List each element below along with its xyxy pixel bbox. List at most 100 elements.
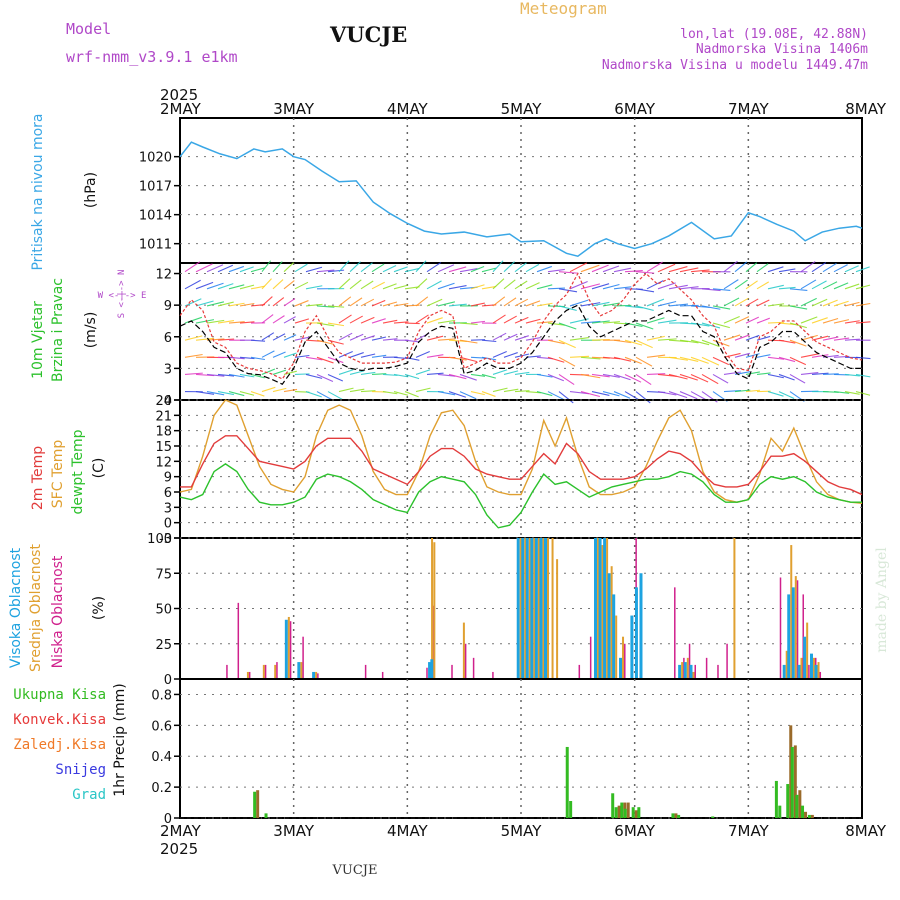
- wind-barb: [811, 317, 828, 324]
- wind-barb: [481, 285, 497, 290]
- legend-snow: Snijeg: [55, 762, 106, 778]
- total-precip-bar: [631, 807, 635, 818]
- wind-barb: [723, 334, 741, 341]
- temp-ytick-label: 6: [164, 486, 172, 501]
- wind-barb: [657, 282, 676, 290]
- total-precip-bar: [795, 794, 799, 818]
- mid-cloud-bar: [262, 664, 265, 679]
- wind-barb: [525, 337, 541, 341]
- wind-barb: [261, 260, 272, 273]
- wind-barb: [349, 297, 363, 307]
- cloud-ylabel-1: Visoka Oblacnost: [8, 547, 24, 668]
- wind-barb: [184, 353, 203, 358]
- total-precip-bar: [637, 807, 641, 818]
- wind-barb: [448, 303, 467, 307]
- wind-barb: [382, 283, 397, 290]
- mid-cloud-bar: [601, 545, 604, 679]
- wind-barb: [404, 267, 420, 273]
- wind-barb: [591, 391, 610, 396]
- wind-barb: [701, 322, 721, 329]
- temp-ytick-label: -3: [159, 532, 172, 547]
- wind-barb: [734, 316, 750, 324]
- mid-cloud-bar: [556, 559, 559, 679]
- wind-barb: [855, 302, 871, 307]
- low-cloud-bar: [248, 671, 251, 679]
- wind-barb: [272, 369, 287, 375]
- wind-barb: [239, 321, 255, 324]
- wind-barb: [701, 356, 720, 366]
- mid-cloud-bar: [462, 622, 465, 679]
- model-elevation-text: Nadmorska Visina u modelu 1449.47m: [602, 58, 868, 73]
- wind-barb: [690, 356, 709, 364]
- wind-barb: [811, 372, 829, 375]
- cloud-unit: (%): [91, 596, 107, 620]
- wind-barb: [525, 355, 541, 358]
- wind-barb: [250, 339, 266, 342]
- wind-barb: [349, 261, 361, 273]
- wind-barb: [239, 266, 254, 273]
- mid-cloud-bar: [597, 538, 600, 679]
- wind-barb: [591, 320, 610, 324]
- wind-barb: [349, 279, 362, 290]
- high-cloud-bar: [803, 636, 807, 679]
- cloud-ytick-label: 0: [164, 673, 172, 688]
- wind-barb: [426, 280, 442, 290]
- high-cloud-bar: [544, 538, 548, 679]
- wind-barb: [833, 391, 850, 394]
- total-precip-bar: [253, 791, 257, 818]
- wind-barb: [382, 301, 398, 307]
- wind-barb: [228, 302, 245, 307]
- wind-barb: [646, 298, 665, 307]
- wind-barb: [756, 317, 770, 324]
- wind-barb: [569, 299, 589, 307]
- wind-barb: [393, 284, 409, 290]
- station-title: VUCJE: [329, 22, 407, 47]
- precip-legend: Ukupna Kisa Konvek.Kisa Zaledj.Kisa Snij…: [13, 687, 106, 803]
- wind-barb: [195, 300, 214, 307]
- wind-barb: [437, 264, 455, 273]
- wind-barb: [679, 356, 699, 363]
- wind-barb: [459, 356, 478, 363]
- wind-barb: [349, 333, 364, 341]
- wind-barb: [547, 339, 565, 345]
- wind-barb: [800, 261, 816, 273]
- wind-barb: [734, 352, 750, 358]
- model-label: Model: [66, 20, 111, 38]
- bottom-time-label: 5MAY: [501, 822, 543, 840]
- wind-frame: [179, 262, 863, 401]
- wind-barb: [503, 333, 518, 341]
- low-cloud-bar: [264, 664, 267, 679]
- wind-barb: [778, 373, 795, 381]
- mid-cloud-bar: [806, 622, 809, 679]
- wind-barb: [338, 332, 353, 341]
- wind-barb: [283, 352, 297, 358]
- wind-barb: [822, 373, 839, 375]
- wind-barb: [470, 266, 485, 273]
- wind-barb: [448, 391, 467, 398]
- wind-barb: [800, 279, 817, 290]
- wind-barb: [327, 269, 345, 273]
- wind-barb: [327, 373, 344, 382]
- mid-cloud-bar: [800, 657, 803, 679]
- total-precip-bar: [677, 814, 681, 818]
- wind-barb: [712, 305, 731, 310]
- footer-station: VUCJE: [332, 863, 378, 878]
- low-cloud-bar: [451, 664, 453, 679]
- wind-barb: [448, 266, 467, 273]
- wind-barb: [338, 296, 352, 307]
- wind-barb: [382, 319, 398, 324]
- wind-barb: [492, 369, 508, 375]
- mid-cloud-bar: [246, 671, 249, 679]
- mid-cloud-bar: [622, 636, 625, 679]
- wind-barb: [646, 261, 663, 273]
- wind-barb: [701, 288, 721, 292]
- wind-barb: [195, 319, 215, 324]
- wind-barb: [371, 336, 387, 341]
- wind-barb: [635, 305, 654, 311]
- low-cloud-bar: [688, 643, 691, 679]
- wind-barb: [657, 338, 677, 341]
- wind-barb: [591, 301, 610, 307]
- wind-barb: [206, 391, 225, 396]
- temp-ylabels: 2m Temp SFC Temp dewpt Temp (C): [30, 429, 107, 514]
- wind-barb: [316, 339, 335, 345]
